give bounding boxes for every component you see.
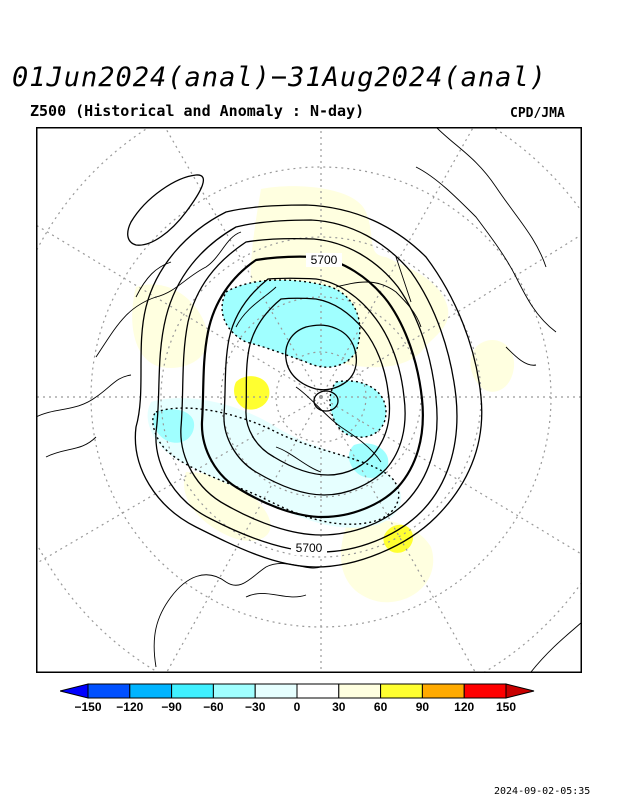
colorbar-tick-label: −90 <box>161 700 182 714</box>
map-frame <box>36 127 582 673</box>
contour-label-5700: 5700 <box>296 541 323 555</box>
colorbar-tick-label: 90 <box>415 700 430 714</box>
colorbar-tick-label: −120 <box>116 700 144 714</box>
strong-positive-anomaly <box>383 524 414 553</box>
colorbar-cell <box>171 683 214 699</box>
colorbar-cell <box>254 683 298 699</box>
colorbar-cell <box>87 683 131 699</box>
chart-title: 01Jun2024(anal)−31Aug2024(anal) <box>12 62 547 93</box>
colorbar-tick-label: 150 <box>495 700 517 714</box>
colorbar-tick-label: 0 <box>293 700 301 714</box>
colorbar-cell <box>463 683 507 699</box>
anomaly-contours <box>152 279 400 525</box>
negative-anomaly-region <box>329 380 386 438</box>
colorbar-cell <box>421 683 465 699</box>
negative-anomaly-region <box>348 443 389 478</box>
colorbar-tick-label: −30 <box>245 700 266 714</box>
height-contours <box>127 174 483 568</box>
colorbar-cap-high <box>505 683 535 699</box>
colorbar-tick-label: 30 <box>332 700 346 714</box>
positive-anomaly-region <box>470 339 515 392</box>
colorbar <box>60 683 535 699</box>
colorbar-cap-low <box>60 683 89 699</box>
colorbar-cell <box>380 683 423 699</box>
colorbar-tick-label: 120 <box>454 700 475 714</box>
colorbar-cell <box>338 683 382 699</box>
negative-anomaly-region <box>153 409 195 443</box>
coastlines <box>36 127 582 673</box>
colorbar-cell <box>129 683 173 699</box>
timestamp: 2024-09-02-05:35 <box>494 786 591 797</box>
colorbar-tick-label: 60 <box>373 700 388 714</box>
positive-anomaly-region <box>132 284 208 368</box>
contour-labels: 5700 5700 <box>291 253 342 555</box>
colorbar-cell <box>212 683 256 699</box>
chart-subtitle: Z500 (Historical and Anomaly : N-day) <box>30 102 365 120</box>
polar-stereographic-map: 5700 5700 <box>36 127 582 673</box>
colorbar-tick-label: −150 <box>74 700 102 714</box>
colorbar-tick-label: −60 <box>203 700 224 714</box>
strong-positive-anomaly <box>234 376 270 410</box>
source-label: CPD/JMA <box>510 106 565 121</box>
colorbar-cell <box>296 683 340 699</box>
contour-label-5700: 5700 <box>311 253 338 267</box>
